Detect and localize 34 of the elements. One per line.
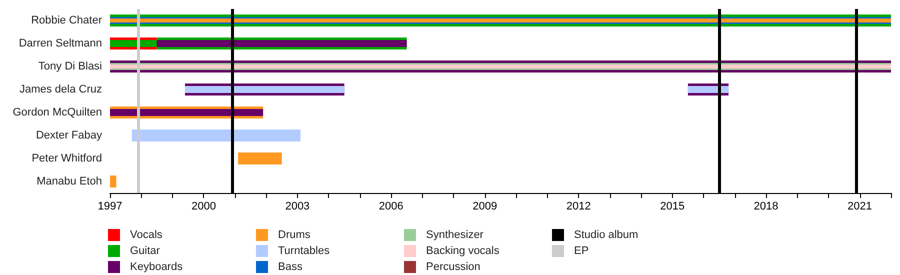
x-tick-label: 2021 — [848, 200, 872, 212]
legend-label: Studio album — [574, 229, 638, 241]
bar — [110, 176, 116, 188]
y-tick-label: James dela Cruz — [19, 84, 102, 96]
bar — [688, 86, 729, 93]
legend-label: Percussion — [426, 261, 480, 273]
x-tick-label: 2006 — [378, 200, 404, 212]
legend-label: Bass — [278, 261, 302, 273]
legend-label: Backing vocals — [426, 245, 500, 257]
legend-label: Drums — [278, 229, 310, 241]
bar — [110, 109, 264, 116]
x-tick-label: 2003 — [285, 200, 310, 212]
legend-label: Guitar — [130, 245, 160, 257]
y-tick-label: Manabu Etoh — [36, 176, 102, 188]
x-tick-label: 2018 — [754, 200, 778, 212]
legend-label: Keyboards — [130, 261, 183, 273]
x-tick-label: 2012 — [566, 200, 591, 212]
y-tick-label: Robbie Chater — [31, 14, 102, 26]
bar — [156, 40, 407, 47]
legend-label: EP — [574, 245, 589, 257]
y-tick-label: Peter Whitford — [32, 152, 102, 164]
bar — [238, 152, 282, 164]
legend-label: Turntables — [278, 245, 330, 257]
x-tick-label: 1997 — [98, 200, 122, 212]
bar — [110, 40, 157, 47]
y-tick-label: Gordon McQuilten — [12, 106, 102, 118]
y-tick-label: Tony Di Blasi — [38, 60, 102, 72]
legend-label: Synthesizer — [426, 229, 484, 241]
y-tick-label: Dexter Fabay — [36, 130, 102, 142]
legend-label: Vocals — [130, 229, 162, 241]
x-tick-label: 2000 — [191, 200, 216, 212]
x-tick-label: 2009 — [472, 200, 498, 212]
y-tick-label: Darren Seltmann — [18, 38, 102, 50]
x-tick-label: 2015 — [660, 200, 685, 212]
